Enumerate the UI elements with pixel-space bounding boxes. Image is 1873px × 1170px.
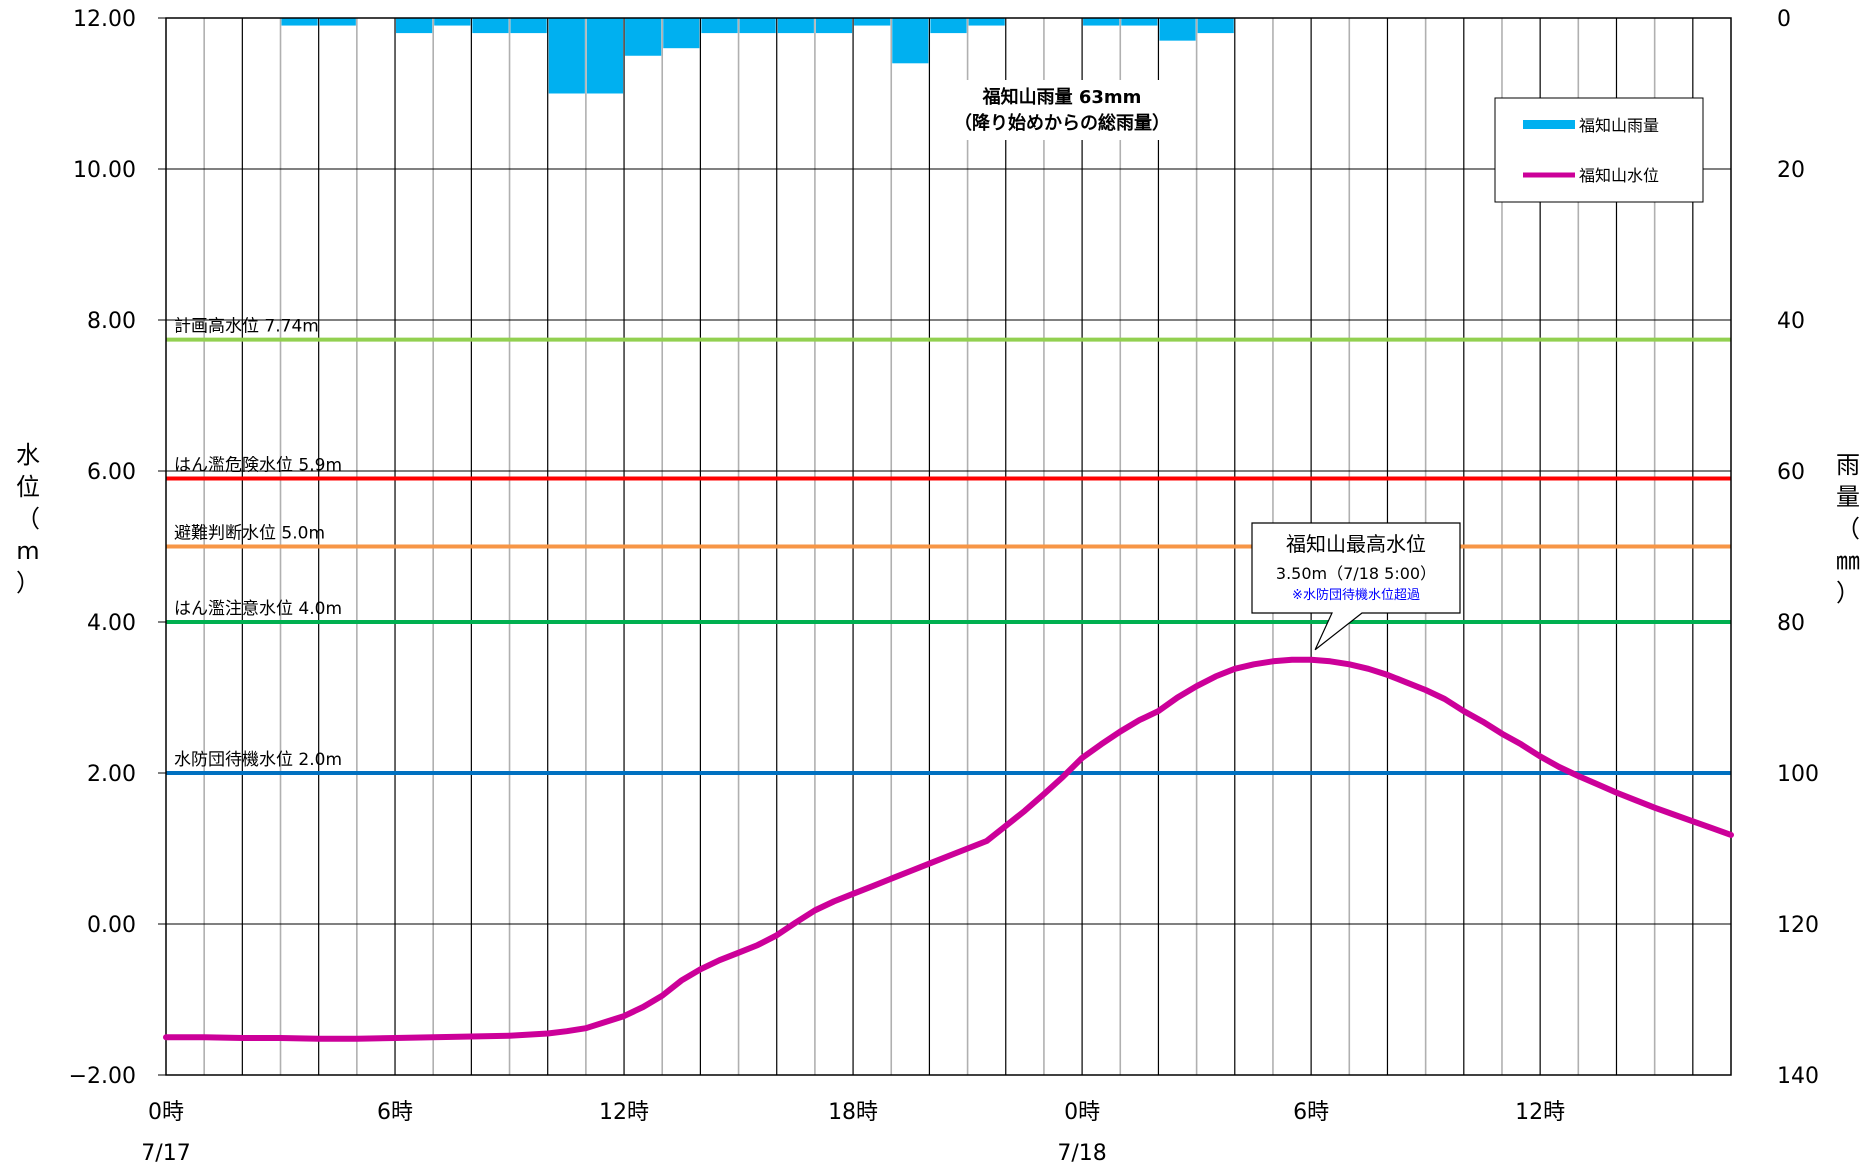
date-label: 7/17 [141,1141,190,1166]
peak-callout-value: 3.50m（7/18 5:00） [1276,564,1436,583]
plot-frame [165,17,1732,1076]
left-axis-title: 水位（ m） [16,441,40,597]
rain-bar [586,18,624,94]
left-axis-tick-label: 12.00 [73,7,136,32]
peak-callout-box [1251,522,1461,651]
x-axis-tick-label: 0時 [148,1100,184,1125]
peak-callout-note: ※水防団待機水位超過 [1292,587,1420,603]
threshold-label: 水防団待機水位 2.0m [174,750,342,770]
right-axis-tick-label: 140 [1777,1064,1819,1089]
x-axis-tick-label: 0時 [1064,1100,1100,1125]
right-axis-title: 雨量（㎜） [1836,451,1860,607]
x-axis-tick-label: 12時 [599,1100,649,1125]
rain-bar [319,18,356,26]
x-axis-tick-label: 18時 [828,1100,878,1125]
rain-total-line1: 福知山雨量 63mm [982,86,1142,108]
rain-bar [1083,18,1120,26]
legend-label-water-level: 福知山水位 [1579,166,1659,185]
water-level-line [163,656,1734,1042]
rain-total-box [932,80,1192,140]
right-axis-tick-label: 20 [1777,158,1805,183]
right-axis-tick-label: 120 [1777,913,1819,938]
left-axis-tick-label: 10.00 [73,158,136,183]
rain-bar [472,18,509,34]
threshold-label: はん濫注意水位 4.0m [174,599,342,619]
left-axis-tick-label: 4.00 [87,611,136,636]
x-axis-tick-label: 12時 [1515,1100,1565,1125]
rain-bar [930,18,967,34]
rain-bar [396,18,433,34]
threshold-label: はん濫危険水位 5.9m [174,456,342,476]
rain-bar [854,18,891,26]
x-axis-tick-label: 6時 [377,1100,413,1125]
rain-bar [434,18,471,26]
rain-bar [777,18,814,34]
rain-bar [625,18,662,56]
left-axis-tick-label: 8.00 [87,309,136,334]
rain-bar [892,18,929,64]
date-label: 7/18 [1057,1141,1106,1166]
legend-label-rainfall: 福知山雨量 [1579,116,1659,135]
rain-bar [815,18,853,34]
right-axis-tick-label: 40 [1777,309,1805,334]
rain-bar [548,18,585,94]
rain-bar [1159,18,1196,41]
rain-bar [739,18,776,34]
threshold-label: 計画高水位 7.74m [174,317,319,337]
rain-bar [663,18,700,49]
rain-bar [968,18,1005,26]
rain-bar [701,18,738,34]
rain-bar [510,18,547,34]
left-axis-tick-label: −2.00 [69,1064,136,1089]
left-axis-tick-label: 2.00 [87,762,136,787]
right-axis-tick-label: 0 [1777,7,1791,32]
legend-box [1494,97,1704,203]
rain-bar [1121,18,1158,26]
rain-bar [281,18,318,26]
peak-callout-title: 福知山最高水位 [1286,532,1426,556]
right-axis-tick-label: 80 [1777,611,1805,636]
rain-bar [1197,18,1234,34]
x-axis-tick-label: 6時 [1293,1100,1329,1125]
right-axis-tick-label: 100 [1777,762,1819,787]
threshold-label: 避難判断水位 5.0m [174,524,325,544]
rain-total-line2: （降り始めからの総雨量） [954,112,1170,134]
legend-swatch-rainfall [1523,120,1575,129]
left-axis-tick-label: 0.00 [87,913,136,938]
right-axis-tick-label: 60 [1777,460,1805,485]
left-axis-tick-label: 6.00 [87,460,136,485]
